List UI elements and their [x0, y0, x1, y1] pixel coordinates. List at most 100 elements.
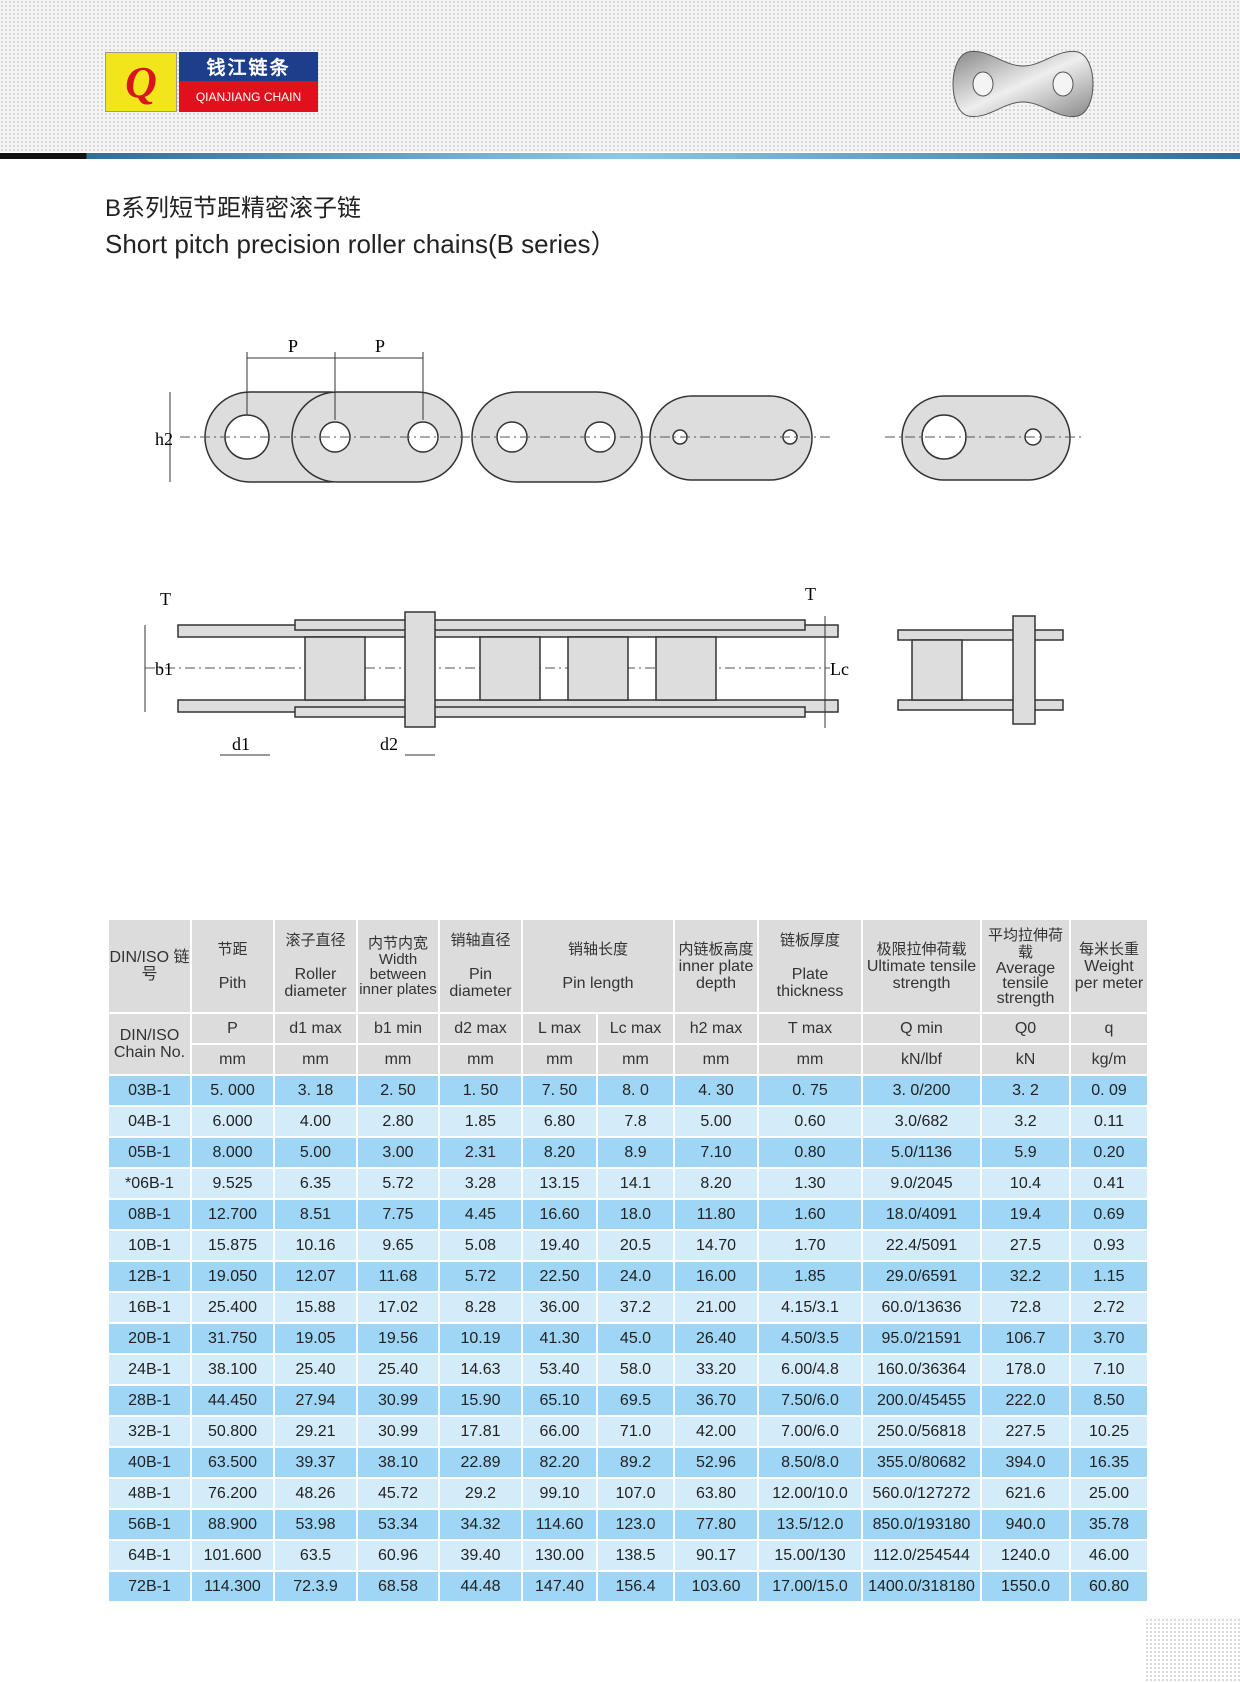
value-cell: 8.20 [523, 1138, 596, 1167]
value-cell: 13.5/12.0 [759, 1510, 861, 1539]
table-row: 40B-1 63.500 39.37 38.10 22.89 82.20 89.2 52.96… [109, 1448, 1147, 1477]
value-cell: 200.0/45455 [863, 1386, 980, 1415]
value-cell: 4.45 [440, 1200, 521, 1229]
value-cell: 36.70 [675, 1386, 757, 1415]
chain-diagram: P P h2 T T b1 d1 d2 Lc [144, 336, 1085, 756]
value-cell: 114.60 [523, 1510, 596, 1539]
value-cell: 14.70 [675, 1231, 757, 1260]
value-cell: 355.0/80682 [863, 1448, 980, 1477]
value-cell: 0.11 [1071, 1107, 1147, 1136]
th-chain-no: DIN/ISO 链号 [109, 920, 190, 1012]
value-cell: 5.72 [440, 1262, 521, 1291]
value-cell: 48.26 [275, 1479, 356, 1508]
value-cell: 5.9 [982, 1138, 1069, 1167]
chain-no-cell: 32B-1 [109, 1417, 190, 1446]
value-cell: 3. 18 [275, 1076, 356, 1105]
th-average: 平均拉伸荷载 Average tensile strength [982, 920, 1069, 1012]
value-cell: 63.5 [275, 1541, 356, 1570]
value-cell: 2. 50 [358, 1076, 438, 1105]
value-cell: 12.07 [275, 1262, 356, 1291]
chain-no-cell: 72B-1 [109, 1572, 190, 1601]
value-cell: 0.20 [1071, 1138, 1147, 1167]
value-cell: 0.60 [759, 1107, 861, 1136]
chain-no-cell: 48B-1 [109, 1479, 190, 1508]
value-cell: 22.89 [440, 1448, 521, 1477]
value-cell: 19.40 [523, 1231, 596, 1260]
table-row: 48B-1 76.200 48.26 45.72 29.2 99.10 107.0 63.80… [109, 1479, 1147, 1508]
unit-cell: mm [275, 1045, 356, 1074]
value-cell: 3.28 [440, 1169, 521, 1198]
value-cell: 6.00/4.8 [759, 1355, 861, 1384]
value-cell: 38.100 [192, 1355, 273, 1384]
unit-cell: mm [192, 1045, 273, 1074]
th-plate-thickness: 链板厚度 Plate thickness [759, 920, 861, 1012]
value-cell: 39.37 [275, 1448, 356, 1477]
value-cell: 130.00 [523, 1541, 596, 1570]
value-cell: 138.5 [598, 1541, 673, 1570]
value-cell: 3.70 [1071, 1324, 1147, 1353]
value-cell: 12.00/10.0 [759, 1479, 861, 1508]
value-cell: 0.41 [1071, 1169, 1147, 1198]
th-chain-no-en: DIN/ISO Chain No. [109, 1014, 190, 1074]
chain-no-cell: 40B-1 [109, 1448, 190, 1477]
value-cell: 9.65 [358, 1231, 438, 1260]
value-cell: 1. 50 [440, 1076, 521, 1105]
symbol-cell: L max [523, 1014, 596, 1043]
value-cell: 3.00 [358, 1138, 438, 1167]
value-cell: 101.600 [192, 1541, 273, 1570]
value-cell: 15.88 [275, 1293, 356, 1322]
chain-no-cell: 03B-1 [109, 1076, 190, 1105]
value-cell: 7.50/6.0 [759, 1386, 861, 1415]
value-cell: 82.20 [523, 1448, 596, 1477]
value-cell: 42.00 [675, 1417, 757, 1446]
th-ultimate: 极限拉伸荷载 Ultimate tensile strength [863, 920, 980, 1012]
value-cell: 0.69 [1071, 1200, 1147, 1229]
value-cell: 10.19 [440, 1324, 521, 1353]
brand-name-en: QIANJIANG CHAIN [179, 81, 318, 112]
value-cell: 1550.0 [982, 1572, 1069, 1601]
value-cell: 17.00/15.0 [759, 1572, 861, 1601]
value-cell: 22.50 [523, 1262, 596, 1291]
value-cell: 19.56 [358, 1324, 438, 1353]
value-cell: 5.0/1136 [863, 1138, 980, 1167]
value-cell: 11.68 [358, 1262, 438, 1291]
value-cell: 114.300 [192, 1572, 273, 1601]
value-cell: 12.700 [192, 1200, 273, 1229]
th-pitch: 节距 Pith [192, 920, 273, 1012]
value-cell: 1.30 [759, 1169, 861, 1198]
value-cell: 7.10 [1071, 1355, 1147, 1384]
th-plate-depth: 内链板高度 inner plate depth [675, 920, 757, 1012]
value-cell: 250.0/56818 [863, 1417, 980, 1446]
table-row: 32B-1 50.800 29.21 30.99 17.81 66.00 71.0 42.00… [109, 1417, 1147, 1446]
unit-cell: mm [358, 1045, 438, 1074]
value-cell: 7.75 [358, 1200, 438, 1229]
table-row: 16B-1 25.400 15.88 17.02 8.28 36.00 37.2 21.00 4… [109, 1293, 1147, 1322]
symbol-cell: b1 min [358, 1014, 438, 1043]
value-cell: 14.1 [598, 1169, 673, 1198]
unit-cell: kg/m [1071, 1045, 1147, 1074]
value-cell: 112.0/254544 [863, 1541, 980, 1570]
chain-no-cell: 05B-1 [109, 1138, 190, 1167]
value-cell: 1.85 [759, 1262, 861, 1291]
value-cell: 8.50/8.0 [759, 1448, 861, 1477]
value-cell: 9.525 [192, 1169, 273, 1198]
value-cell: 0.93 [1071, 1231, 1147, 1260]
table-row: 04B-1 6.000 4.00 2.80 1.85 6.80 7.8 5.00 0.60 3.0… [109, 1107, 1147, 1136]
chain-plate-icon [952, 50, 1094, 118]
value-cell: 6.000 [192, 1107, 273, 1136]
value-cell: 63.80 [675, 1479, 757, 1508]
value-cell: 17.81 [440, 1417, 521, 1446]
value-cell: 4.00 [275, 1107, 356, 1136]
title-cn: B系列短节距精密滚子链 [105, 195, 362, 222]
t-label: T [160, 589, 171, 609]
value-cell: 21.00 [675, 1293, 757, 1322]
value-cell: 4.50/3.5 [759, 1324, 861, 1353]
chain-no-cell: 28B-1 [109, 1386, 190, 1415]
title-en: Short pitch precision roller chains(B se… [105, 229, 617, 259]
value-cell: 25.00 [1071, 1479, 1147, 1508]
value-cell: 52.96 [675, 1448, 757, 1477]
value-cell: 0. 09 [1071, 1076, 1147, 1105]
value-cell: 71.0 [598, 1417, 673, 1446]
value-cell: 0.80 [759, 1138, 861, 1167]
symbol-cell: d1 max [275, 1014, 356, 1043]
